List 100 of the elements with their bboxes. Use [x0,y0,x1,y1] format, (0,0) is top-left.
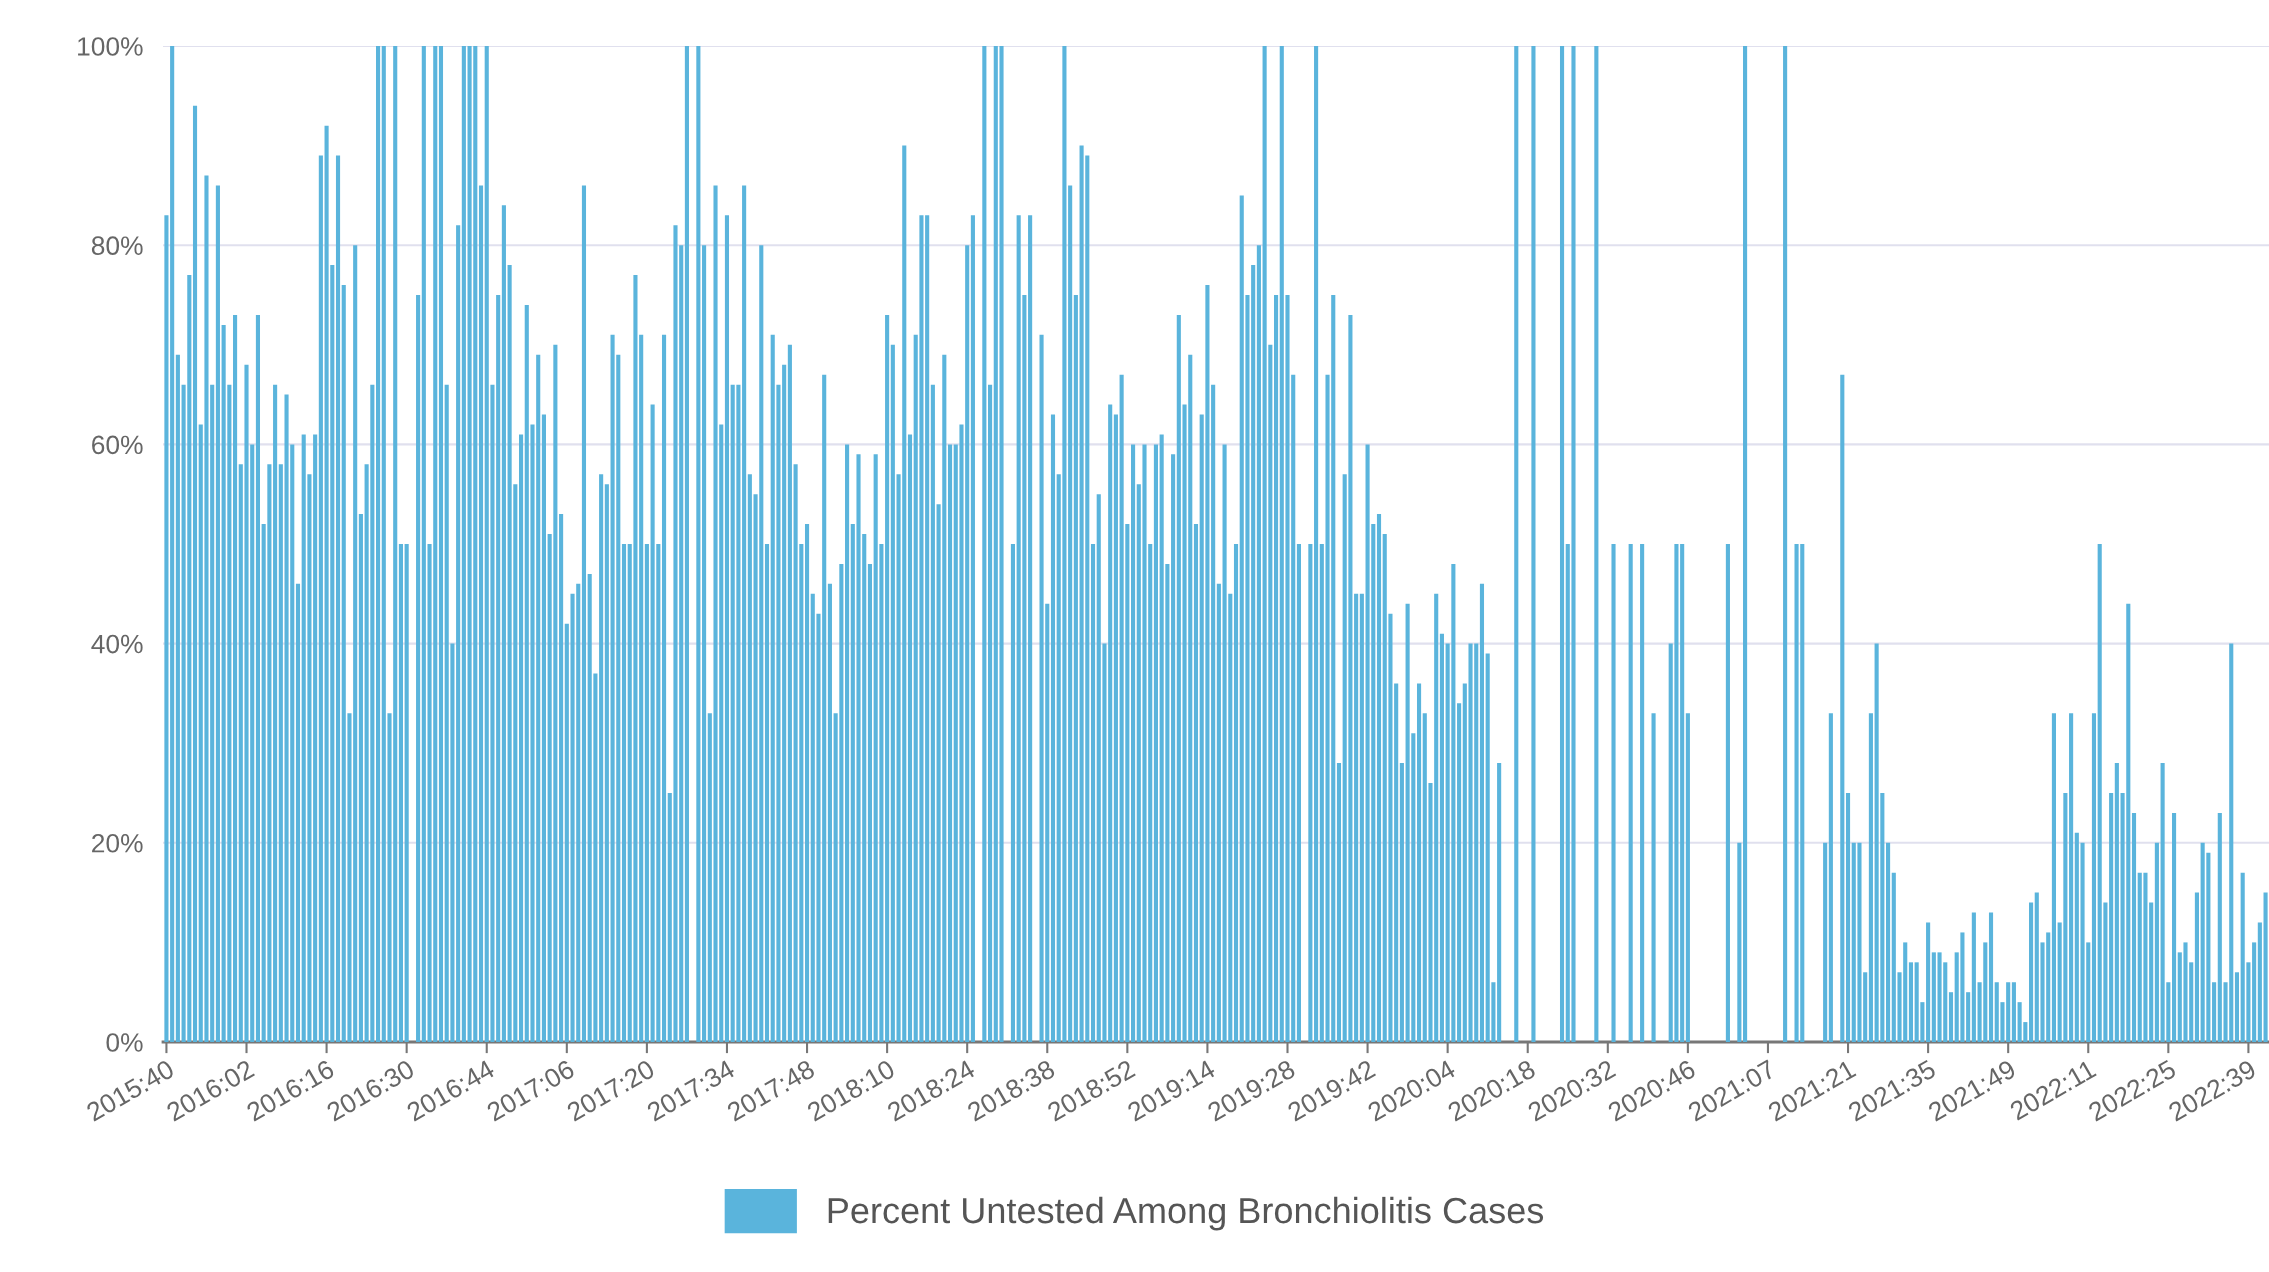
bar [747,474,752,1042]
bar [1628,544,1633,1042]
bar [1651,713,1656,1042]
bar [599,474,604,1042]
bar [1828,713,1833,1042]
bar [1868,713,1873,1042]
bar [1256,245,1261,1042]
bar [787,344,792,1042]
bar [885,314,890,1042]
bar [416,295,421,1042]
bar [1073,295,1078,1042]
bar [192,105,198,1042]
bar [1399,763,1404,1042]
bar [519,434,524,1042]
bar [1336,763,1342,1042]
bar [170,46,175,1042]
bar [1233,544,1239,1042]
y-tick-label: 0% [106,1033,143,1052]
bar [925,215,930,1042]
bar [1314,46,1319,1042]
bar [1359,593,1364,1042]
y-tick-label: 80% [91,236,143,256]
bar [335,155,341,1042]
bar [1971,912,1976,1042]
bar [1737,842,1742,1042]
y-tick-label: 100% [78,37,143,56]
bar [1845,793,1851,1042]
bar [2131,812,2137,1042]
bar [295,583,301,1042]
bar [2171,812,2177,1042]
bar [438,46,444,1042]
bar [947,444,953,1042]
bar [1274,295,1279,1042]
bar [215,185,220,1042]
bar [604,484,609,1042]
bar [541,414,546,1042]
bar [1439,633,1444,1042]
bar [827,583,832,1042]
bar [456,225,461,1042]
bar [478,185,484,1042]
bar [764,544,770,1042]
bar [404,544,409,1042]
bar [1823,842,1828,1042]
bar [1479,583,1485,1042]
bar [2154,842,2159,1042]
bar [2069,713,2074,1042]
bar [1457,703,1462,1042]
bar [1743,46,1748,1042]
bar [2252,942,2257,1042]
bar [661,334,667,1042]
bar [581,185,587,1042]
bar [1988,912,1994,1042]
legend-label: Percent Untested Among Bronchiolitis Cases [828,1196,1544,1231]
bar [1050,414,1056,1042]
bar [2011,982,2016,1042]
bar [702,245,707,1042]
bar [684,46,689,1042]
bar [501,205,506,1042]
bar [358,514,363,1042]
bar [1090,544,1096,1042]
bar [1416,683,1422,1042]
bar [1531,46,1536,1042]
bar [696,46,701,1042]
bar [233,314,238,1042]
bar [1594,46,1599,1042]
bar [376,46,381,1042]
bar [1171,454,1176,1042]
bar [1783,46,1788,1042]
bar [2109,793,2114,1042]
bar [1216,583,1221,1042]
bar [2234,972,2240,1042]
bar [1840,374,1845,1042]
bar [2263,892,2268,1042]
bar [175,354,180,1042]
bar [164,215,169,1042]
bar [2029,902,2034,1042]
y-tick-label: 60% [92,435,143,455]
bar [1068,185,1073,1042]
bar [318,155,323,1042]
bar [1497,763,1502,1042]
bar [2194,892,2199,1042]
bar [1514,46,1519,1042]
bar [1193,524,1199,1042]
bar [255,314,261,1042]
bar [804,524,810,1042]
bar [2212,982,2217,1042]
bar [1010,544,1016,1042]
bar [1640,544,1645,1042]
bar [1926,922,1931,1042]
bar [1725,544,1730,1042]
y-tick-label: 40% [91,634,143,654]
bar [1376,514,1382,1042]
bar [1611,544,1616,1042]
bar [1354,593,1359,1042]
bar [621,544,627,1042]
bar [559,514,564,1042]
bar [970,215,975,1042]
bar [1028,215,1033,1042]
bar [724,215,730,1042]
bar [1966,992,1971,1042]
